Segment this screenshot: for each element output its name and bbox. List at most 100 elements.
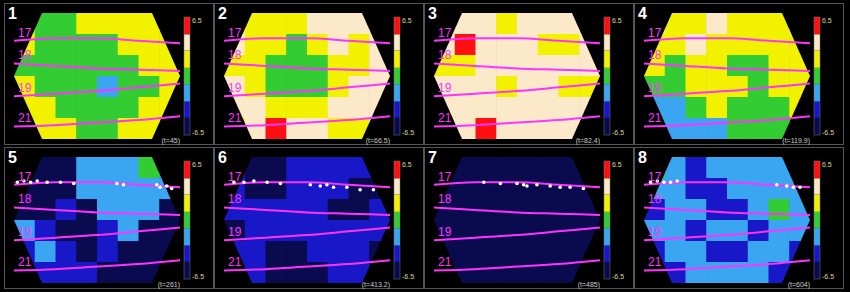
heat-cell bbox=[559, 178, 580, 200]
heat-cell bbox=[76, 199, 97, 221]
contour-line bbox=[224, 84, 390, 97]
heat-cell bbox=[369, 76, 390, 98]
colorbar-segment bbox=[184, 262, 190, 279]
colorbar-segment bbox=[604, 228, 610, 245]
heat-cell bbox=[307, 55, 328, 77]
heat-cell bbox=[748, 178, 769, 200]
time-label: (t=82.4) bbox=[576, 137, 600, 145]
colorbar: 6.5-6.5 bbox=[184, 161, 204, 280]
heat-cell bbox=[686, 13, 707, 35]
heat-cell bbox=[97, 97, 118, 119]
panel-frame bbox=[425, 148, 634, 289]
heat-cell bbox=[118, 241, 139, 263]
heat-cell bbox=[369, 220, 390, 242]
line-layer bbox=[434, 38, 600, 126]
colorbar-tick-label: -6.5 bbox=[612, 273, 624, 280]
heat-cell bbox=[159, 178, 180, 200]
heat-cell bbox=[118, 199, 139, 221]
panel: 171819216(t=413.2)6.5-6.5 bbox=[215, 148, 424, 290]
line-label: 18 bbox=[648, 48, 662, 62]
heat-cell bbox=[56, 13, 77, 35]
time-label: (t=604) bbox=[788, 281, 810, 289]
heat-cell bbox=[579, 178, 600, 200]
heat-cell bbox=[349, 13, 370, 35]
heat-cell bbox=[56, 157, 77, 179]
line-layer bbox=[644, 38, 810, 126]
time-label: (t=261) bbox=[158, 281, 180, 289]
heat-cell bbox=[686, 157, 707, 179]
heat-cell bbox=[245, 97, 266, 119]
heat-cell bbox=[538, 241, 559, 263]
heat-cell bbox=[76, 157, 97, 179]
colorbar: 6.5-6.5 bbox=[184, 17, 204, 136]
panel: 171819218(t=604)6.5-6.5 bbox=[635, 148, 844, 290]
line-label: 21 bbox=[228, 255, 242, 269]
heat-cell bbox=[76, 241, 97, 263]
heat-cell bbox=[579, 220, 600, 242]
heat-cell bbox=[56, 97, 77, 119]
heat-cell bbox=[159, 34, 180, 56]
heat-cell bbox=[286, 76, 307, 98]
colorbar-segment bbox=[394, 34, 400, 50]
heat-cell bbox=[579, 76, 600, 98]
panel: 171819212(t=66.5)6.5-6.5 bbox=[215, 4, 424, 146]
heat-cell bbox=[496, 13, 517, 35]
contour-line bbox=[644, 63, 810, 71]
line-label: 17 bbox=[648, 170, 662, 184]
heat-cell bbox=[328, 55, 349, 77]
heat-cell bbox=[686, 241, 707, 263]
contour-line bbox=[14, 63, 180, 71]
heat-cell bbox=[769, 241, 790, 263]
colorbar-segment bbox=[604, 84, 610, 101]
line-layer bbox=[224, 38, 390, 126]
heat-cell bbox=[686, 118, 707, 140]
heat-cell bbox=[349, 34, 370, 56]
line-label: 21 bbox=[228, 111, 242, 125]
colorbar-frame bbox=[394, 17, 400, 135]
heat-cell bbox=[706, 199, 727, 221]
heat-cell bbox=[76, 55, 97, 77]
point bbox=[279, 182, 283, 186]
colorbar-segment bbox=[604, 34, 610, 50]
heat-cell bbox=[579, 241, 600, 263]
point bbox=[785, 184, 789, 188]
heat-cell bbox=[789, 13, 810, 35]
map-area bbox=[224, 13, 391, 140]
heat-cell bbox=[97, 13, 118, 35]
colorbar-tick-label: -6.5 bbox=[402, 129, 414, 136]
heat-cell bbox=[769, 157, 790, 179]
heat-cell bbox=[266, 262, 287, 284]
colorbar-frame bbox=[184, 17, 190, 135]
colorbar-segment bbox=[394, 84, 400, 101]
colorbar-tick-label: 6.5 bbox=[822, 17, 832, 24]
point bbox=[115, 182, 119, 186]
heat-cell bbox=[159, 13, 180, 35]
panel: 171819215(t=261)6.5-6.5 bbox=[5, 148, 214, 290]
heat-cell bbox=[349, 97, 370, 119]
heat-cell bbox=[538, 199, 559, 221]
colorbar-tick-label: 6.5 bbox=[402, 161, 412, 168]
heat-cell bbox=[727, 76, 748, 98]
heat-cell bbox=[139, 55, 160, 77]
colorbar-frame bbox=[604, 17, 610, 135]
heat-cell bbox=[328, 34, 349, 56]
colorbar-tick-label: 6.5 bbox=[612, 17, 622, 24]
panel-frame bbox=[215, 4, 424, 145]
colorbar-tick-label: 6.5 bbox=[402, 17, 412, 24]
heat-cell bbox=[517, 55, 538, 77]
heat-cell bbox=[266, 241, 287, 263]
line-layer bbox=[14, 38, 180, 126]
colorbar-segment bbox=[394, 17, 400, 34]
point-layer bbox=[649, 179, 802, 189]
heat-cell bbox=[769, 55, 790, 77]
heat-cell bbox=[579, 55, 600, 77]
line-label: 21 bbox=[648, 111, 662, 125]
heat-cell bbox=[727, 220, 748, 242]
heat-cell bbox=[35, 118, 56, 140]
heat-cell bbox=[579, 97, 600, 119]
time-label: (t=119.9) bbox=[782, 137, 810, 145]
heat-cell bbox=[349, 157, 370, 179]
heat-cell bbox=[369, 97, 390, 119]
panel-frame bbox=[215, 148, 424, 289]
heat-cell bbox=[476, 118, 497, 140]
